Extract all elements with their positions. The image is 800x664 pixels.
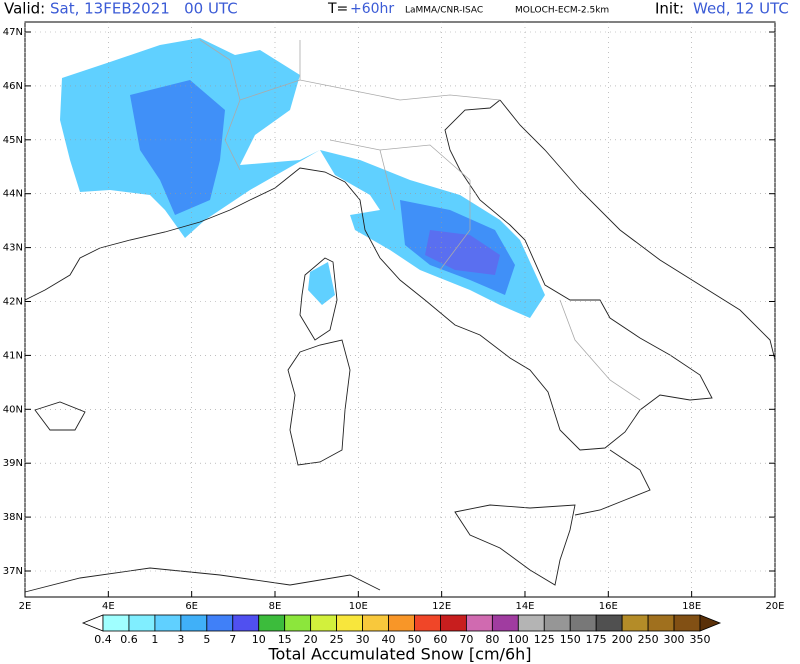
sicily <box>454 504 576 586</box>
colorbar-label: 25 <box>330 633 344 646</box>
africa-coast <box>24 567 381 593</box>
colorbar-label: 100 <box>508 633 529 646</box>
colorbar-box <box>310 614 338 632</box>
colorbar-box <box>543 614 571 632</box>
lat-label: 47N <box>3 27 23 38</box>
snow-area <box>308 262 335 305</box>
colorbar-label: 7 <box>229 633 236 646</box>
colorbar-box <box>362 614 389 632</box>
lat-label: 41N <box>3 350 23 361</box>
lon-label: 10E <box>349 601 368 612</box>
coastline <box>24 99 713 451</box>
map-frame <box>24 21 776 598</box>
map <box>24 38 776 593</box>
colorbar-box <box>517 614 545 632</box>
lat-label: 40N <box>3 404 23 415</box>
lon-label: 12E <box>432 601 451 612</box>
lon-label: 4E <box>102 601 115 612</box>
init-label: Init: <box>655 0 684 18</box>
colorbar-label: 20 <box>304 633 318 646</box>
colorbar-box <box>569 614 597 632</box>
coastline <box>499 99 776 361</box>
lon-label: 14E <box>515 601 534 612</box>
snow-area <box>130 80 225 215</box>
lat-label: 39N <box>3 458 23 469</box>
colorbar-label: 5 <box>203 633 210 646</box>
lat-label: 44N <box>3 189 23 200</box>
colorbar-box <box>414 614 441 632</box>
lon-label: 20E <box>765 601 784 612</box>
colorbar-label: 150 <box>560 633 581 646</box>
colorbar-box <box>336 614 363 632</box>
colorbar-label: 200 <box>612 633 633 646</box>
border <box>199 39 501 171</box>
colorbar-box <box>621 614 649 632</box>
sardinia <box>287 339 351 466</box>
colorbar-label: 350 <box>690 633 711 646</box>
colorbar-label: 125 <box>534 633 555 646</box>
snow-area <box>425 230 500 275</box>
lat-label: 46N <box>3 81 23 92</box>
colorbar-label: 1 <box>151 633 158 646</box>
colorbar-box <box>180 614 208 632</box>
colorbar-label: 3 <box>177 633 184 646</box>
colorbar-box <box>232 614 260 632</box>
corsica <box>299 257 338 341</box>
colorbar-label: 0.6 <box>120 633 138 646</box>
lon-label: 8E <box>269 601 282 612</box>
lon-label: 6E <box>185 601 198 612</box>
colorbar-label: 60 <box>433 633 447 646</box>
colorbar-label: 30 <box>356 633 370 646</box>
colorbar-label: 10 <box>252 633 266 646</box>
colorbar-box <box>440 614 467 632</box>
colorbar-box <box>595 614 623 632</box>
colorbar-box <box>284 614 312 632</box>
valid-time: Sat, 13FEB2021 00 UTC <box>50 0 238 18</box>
border <box>329 139 641 401</box>
colorbar-label: 250 <box>638 633 659 646</box>
colorbar-label: 80 <box>485 633 499 646</box>
colorbar-end <box>81 614 104 632</box>
colorbar-box <box>206 614 234 632</box>
colorbar-box <box>128 614 156 632</box>
lead-label: T= <box>327 1 348 17</box>
lon-label: 18E <box>682 601 701 612</box>
colorbar-label: 50 <box>407 633 421 646</box>
colorbar-label: 0.4 <box>94 633 112 646</box>
colorbar-title: Total Accumulated Snow [cm/6h] <box>267 645 531 664</box>
lon-label: 2E <box>19 601 32 612</box>
colorbar-box <box>258 614 286 632</box>
lat-label: 45N <box>3 135 23 146</box>
balearic <box>34 401 86 431</box>
model: MOLOCH-ECM-2.5km <box>515 6 609 16</box>
init-time: Wed, 12 UTC <box>693 0 789 18</box>
lead-time: +60hr <box>350 1 394 17</box>
lat-label: 43N <box>3 243 23 254</box>
colorbar-box <box>491 614 519 632</box>
coastline <box>574 449 651 516</box>
colorbar-box <box>102 614 130 632</box>
lat-label: 42N <box>3 297 23 308</box>
colorbar-label: 40 <box>382 633 396 646</box>
colorbar-box <box>388 614 415 632</box>
colorbar-label: 300 <box>664 633 685 646</box>
colorbar-box <box>154 614 182 632</box>
colorbar-box <box>673 614 701 632</box>
lon-label: 16E <box>599 601 618 612</box>
colorbar-label: 175 <box>586 633 607 646</box>
colorbar-end <box>699 614 722 632</box>
colorbar-label: 70 <box>459 633 473 646</box>
lat-label: 38N <box>3 512 23 523</box>
colorbar-label: 15 <box>278 633 292 646</box>
lat-label: 37N <box>3 566 23 577</box>
colorbar-box <box>647 614 675 632</box>
colorbar-box <box>465 614 493 632</box>
valid-label: Valid: <box>4 0 45 18</box>
source: LaMMA/CNR-ISAC <box>405 6 483 16</box>
